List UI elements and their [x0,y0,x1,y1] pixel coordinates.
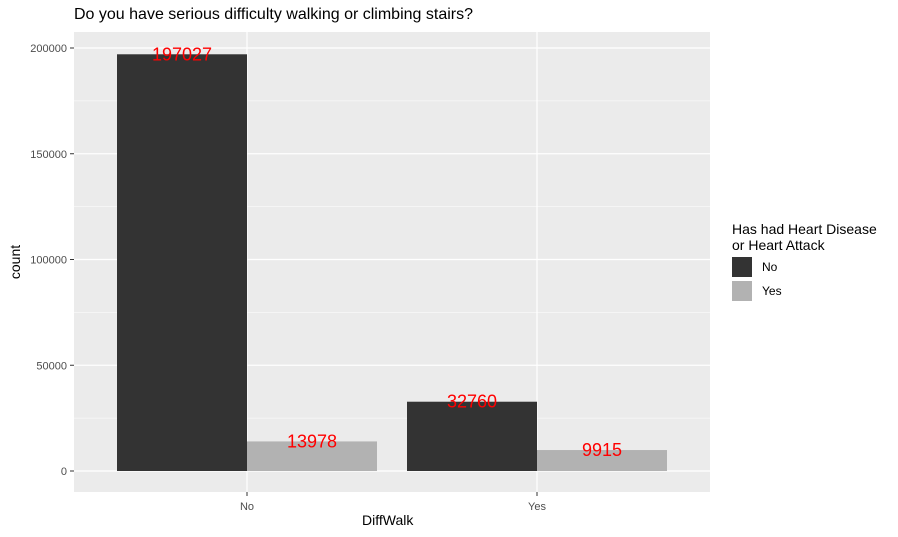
y-tick-label: 100000 [30,255,67,267]
data-label: 13978 [287,431,337,451]
x-tick-label: Yes [528,501,546,513]
legend: Has had Heart Disease or Heart Attack No… [732,221,892,301]
y-tick-label: 200000 [30,43,67,55]
legend-item-yes: Yes [732,281,892,301]
legend-title: Has had Heart Disease or Heart Attack [732,221,892,253]
legend-label-yes: Yes [762,284,782,298]
y-tick-label: 150000 [30,149,67,161]
legend-key-yes [732,281,752,301]
bar-yes-no [247,441,377,471]
y-tick-label: 0 [61,466,67,478]
data-label: 197027 [152,44,212,64]
legend-title-line-2: or Heart Attack [732,237,825,253]
y-axis-label: count [7,244,23,280]
data-label: 32760 [447,392,497,412]
legend-label-no: No [762,260,778,274]
x-tick-label: No [240,501,254,513]
bar-no-no [117,54,247,471]
legend-key-no [732,257,752,277]
chart-title: Do you have serious difficulty walking o… [74,6,473,23]
legend-item-no: No [732,257,892,277]
legend-title-line-1: Has had Heart Disease [732,221,877,237]
x-axis-label: DiffWalk [362,512,414,528]
bar-no-yes [407,401,537,471]
bar-yes-yes [537,450,667,471]
data-label: 9915 [582,440,622,460]
y-tick-label: 50000 [36,360,67,372]
